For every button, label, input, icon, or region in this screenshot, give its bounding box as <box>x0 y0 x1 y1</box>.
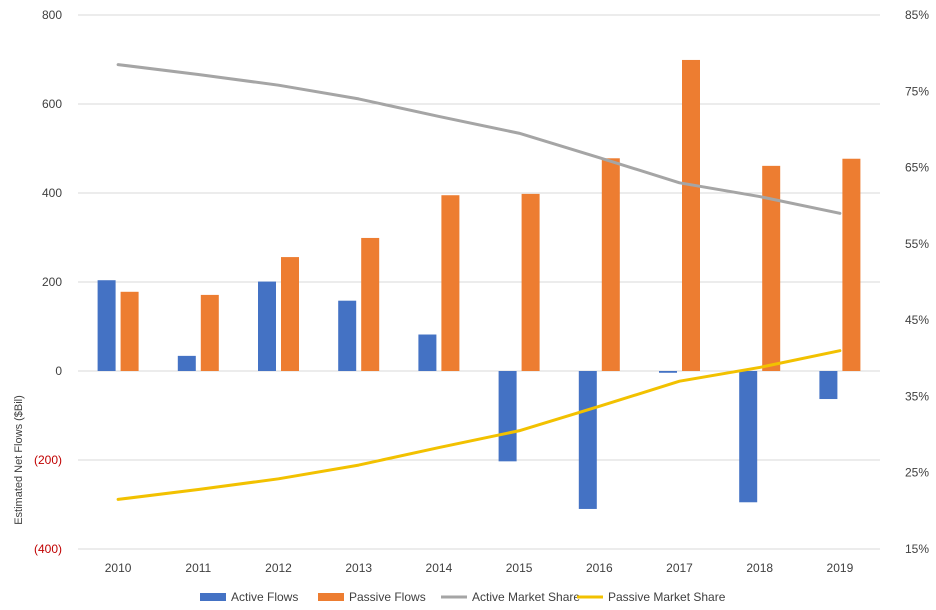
legend-active-flows-label: Active Flows <box>231 590 298 604</box>
x-tick-label: 2010 <box>105 561 132 575</box>
legend-passive-market-share-label: Passive Market Share <box>608 590 726 604</box>
active-market-share-line <box>116 63 842 215</box>
passive-flows-bar-2018 <box>762 165 781 371</box>
y-tick-label: 400 <box>42 186 62 200</box>
active-flows-bar-2014 <box>418 334 437 371</box>
x-tick-label: 2016 <box>586 561 613 575</box>
y2-tick-label: 25% <box>905 466 929 480</box>
active-flows-bar-2010 <box>97 280 116 371</box>
y2-tick-label: 45% <box>905 313 929 327</box>
active-flows-bar-2012 <box>258 281 276 371</box>
y2-tick-label: 55% <box>905 237 929 251</box>
bars <box>97 59 861 509</box>
x-tick-label: 2019 <box>827 561 854 575</box>
active-flows-bar-2017 <box>659 371 677 373</box>
y-tick-label: (400) <box>34 542 62 556</box>
passive-flows-bar-2016 <box>601 158 620 371</box>
y-tick-label: 200 <box>42 275 62 289</box>
passive-flows-bar-2012 <box>281 257 299 371</box>
passive-flows-bar-2017 <box>682 59 700 371</box>
tick-labels: (400) (200) 0 200 400 600 800 15% 25% 35% 45% 55% 65… <box>34 8 929 575</box>
y2-tick-label: 65% <box>905 161 929 175</box>
y-axis-title: Estimated Net Flows ($Bil) <box>13 395 25 525</box>
active-flows-bar-2013 <box>338 300 357 371</box>
y2-tick-label: 35% <box>905 389 929 403</box>
y-tick-label: 600 <box>42 97 62 111</box>
x-tick-label: 2015 <box>506 561 533 575</box>
passive-market-share-line <box>116 349 842 501</box>
y2-tick-label: 15% <box>905 542 929 556</box>
lines <box>116 63 842 501</box>
x-tick-label: 2012 <box>265 561 292 575</box>
x-tick-label: 2013 <box>345 561 372 575</box>
x-tick-label: 2018 <box>746 561 773 575</box>
active-flows-bar-2011 <box>177 355 196 371</box>
passive-flows-bar-2019 <box>842 158 861 371</box>
x-tick-label: 2014 <box>426 561 453 575</box>
y-tick-label: 0 <box>55 364 62 378</box>
passive-flows-bar-2014 <box>441 195 460 371</box>
y-tick-label: (200) <box>34 453 62 467</box>
y-tick-label: 800 <box>42 8 62 22</box>
passive-flows-bar-2015 <box>521 193 540 371</box>
passive-flows-bar-2011 <box>200 294 219 371</box>
legend-passive-flows-label: Passive Flows <box>349 590 426 604</box>
x-tick-label: 2011 <box>185 561 211 575</box>
gridlines <box>78 14 880 550</box>
active-flows-bar-2019 <box>819 371 838 400</box>
active-flows-bar-2016 <box>578 371 597 509</box>
legend: Active Flows Passive Flows Active Market S… <box>200 590 726 604</box>
y2-tick-label: 75% <box>905 84 929 98</box>
y2-tick-label: 85% <box>905 8 929 22</box>
legend-active-flows-swatch <box>200 593 226 601</box>
x-tick-label: 2017 <box>666 561 693 575</box>
active-flows-bar-2015 <box>498 371 517 462</box>
passive-flows-bar-2013 <box>361 237 380 371</box>
passive-flows-bar-2010 <box>120 291 139 371</box>
legend-passive-flows-swatch <box>318 593 344 601</box>
legend-active-market-share-label: Active Market Share <box>472 590 580 604</box>
active-flows-bar-2018 <box>739 371 758 503</box>
